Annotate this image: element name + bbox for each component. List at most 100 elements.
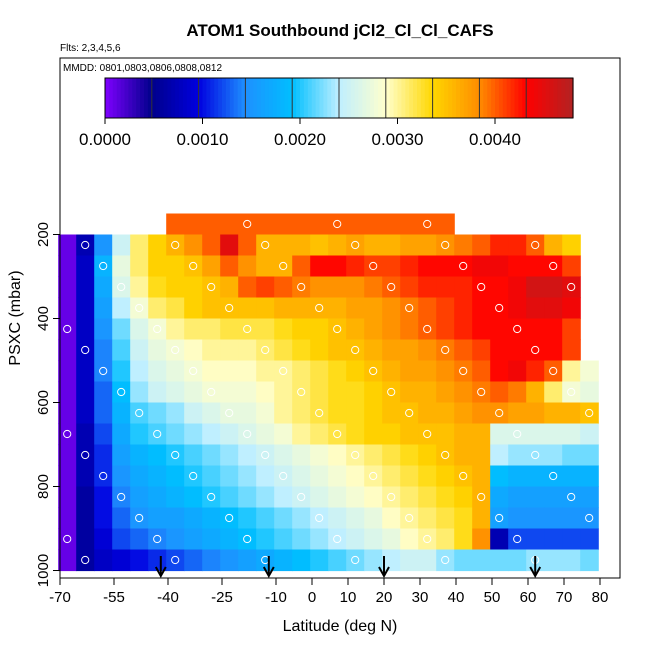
sample-marker [117, 387, 126, 397]
heatmap-cell [328, 444, 347, 467]
sample-marker [495, 408, 504, 418]
sample-marker [423, 429, 432, 439]
colorbar-swatch [350, 78, 356, 118]
sample-marker [225, 513, 234, 523]
heatmap-cell [346, 318, 365, 341]
heatmap-cell [364, 402, 383, 425]
x-axis-label: Latitude (deg N) [283, 618, 398, 635]
heatmap-cell [256, 507, 275, 530]
sample-marker [189, 261, 198, 271]
heatmap-cell [166, 381, 185, 404]
heatmap-cell [364, 234, 383, 257]
sample-marker [315, 303, 324, 313]
sample-marker [567, 387, 576, 397]
heatmap-cell [148, 255, 167, 278]
heatmap-cell [472, 444, 491, 467]
heatmap-cell [76, 234, 95, 257]
sample-marker [279, 366, 288, 376]
colorbar-swatch [116, 78, 122, 118]
heatmap-cell [76, 297, 95, 320]
colorbar-swatch [479, 78, 484, 118]
heatmap-cell [310, 318, 329, 341]
heatmap-cell [472, 297, 491, 320]
colorbar-swatch [245, 78, 250, 118]
colorbar-swatch [487, 78, 492, 118]
heatmap-cell [130, 297, 149, 320]
heatmap-cell [472, 465, 491, 488]
heatmap-cell [454, 549, 473, 572]
y-tick-label: 400 [35, 306, 52, 331]
colorbar-swatch [409, 78, 414, 118]
heatmap-cell [364, 339, 383, 362]
heatmap-cell [220, 276, 239, 299]
colorbar-swatch [261, 78, 266, 118]
heatmap-cell [346, 402, 365, 425]
heatmap-cell [220, 465, 239, 488]
heatmap-cell [328, 360, 347, 383]
heatmap-cell [328, 339, 347, 362]
heatmap-cell [526, 528, 545, 551]
heatmap-cell [544, 339, 563, 362]
heatmap-cell [328, 255, 347, 278]
heatmap-cell [256, 423, 275, 446]
heatmap-cell [130, 360, 149, 383]
heatmap-cell [346, 234, 365, 257]
x-tick-label: -55 [103, 589, 125, 606]
colorbar-swatch [163, 78, 168, 118]
heatmap-cell [454, 339, 473, 362]
heatmap-cell [526, 360, 545, 383]
sample-marker [171, 555, 180, 565]
heatmap-cell [400, 402, 419, 425]
heatmap-cell [526, 423, 545, 446]
heatmap-cell [526, 297, 545, 320]
sample-marker [333, 324, 342, 334]
heatmap-cell [238, 234, 257, 257]
y-axis-label: PSXC (mbar) [7, 270, 24, 365]
heatmap-cell [112, 360, 131, 383]
heatmap-cell [454, 360, 473, 383]
colorbar-swatch [292, 78, 297, 118]
heatmap-cell [292, 444, 311, 467]
heatmap-cell [418, 486, 437, 509]
heatmap-cell [472, 402, 491, 425]
heatmap-cell [508, 276, 527, 299]
heatmap-cell [562, 297, 581, 320]
heatmap-cell [310, 423, 329, 446]
heatmap-cell [436, 423, 455, 446]
heatmap-cell [202, 402, 221, 425]
colorbar-swatch [233, 78, 239, 118]
colorbar-swatch [452, 78, 457, 118]
heatmap-cell [130, 423, 149, 446]
sample-marker [459, 261, 468, 271]
heatmap-cell [256, 213, 275, 236]
heatmap-cell [580, 381, 599, 404]
heatmap-cell [58, 360, 77, 383]
heatmap-cell [526, 507, 545, 530]
heatmap-cell [94, 444, 113, 467]
heatmap-cell [346, 486, 365, 509]
heatmap-cell [184, 297, 203, 320]
heatmap-cell [544, 360, 563, 383]
colorbar-swatch [389, 78, 395, 118]
sample-marker [261, 450, 270, 460]
heatmap-cell [490, 381, 509, 404]
heatmap-cell [400, 528, 419, 551]
heatmap-cell [526, 465, 545, 488]
heatmap-cell [364, 213, 383, 236]
sample-marker [351, 345, 360, 355]
heatmap-cell [184, 465, 203, 488]
heatmap-cell [112, 234, 131, 257]
sample-marker [567, 282, 576, 292]
arrow-marker [262, 556, 275, 579]
heatmap-cell [472, 360, 491, 383]
sample-marker [441, 555, 450, 565]
heatmap-cell [238, 360, 257, 383]
heatmap-cell [238, 423, 257, 446]
heatmap-cell [328, 528, 347, 551]
heatmap-cell [112, 465, 131, 488]
heatmap-cell [580, 423, 599, 446]
heatmap-cell [328, 486, 347, 509]
y-tick-label: 1000 [35, 554, 52, 587]
heatmap-cell [256, 549, 275, 572]
heatmap-cell [292, 549, 311, 572]
